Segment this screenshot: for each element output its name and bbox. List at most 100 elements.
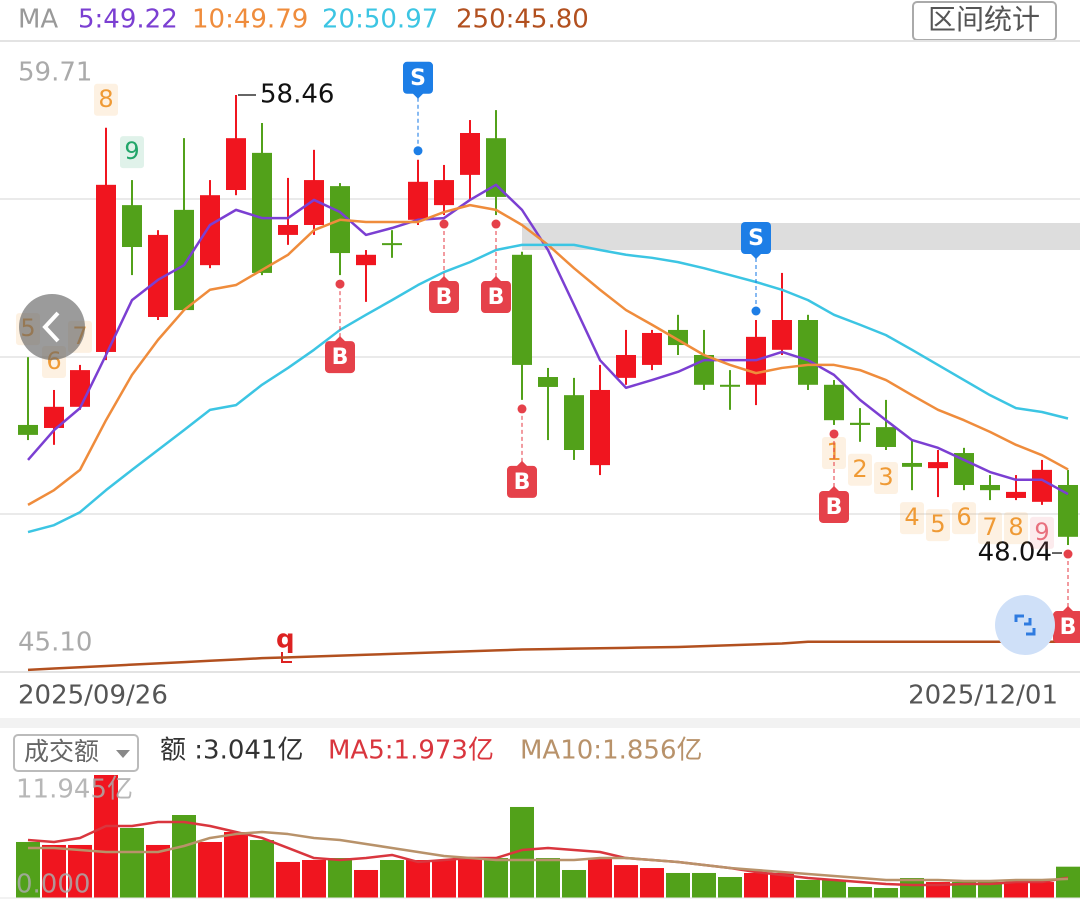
- td-count: 3: [878, 463, 893, 491]
- candle-body: [382, 243, 402, 246]
- candle-body: [460, 132, 480, 175]
- volume-selector[interactable]: [13, 734, 139, 772]
- td-count-bg: [120, 136, 144, 169]
- candle-body: [1058, 484, 1078, 537]
- candle-body: [96, 184, 116, 352]
- td-count: 2: [852, 455, 867, 483]
- signal-badge: [481, 281, 511, 314]
- signal-badge: [325, 341, 355, 374]
- signal-pointer: [1062, 606, 1074, 613]
- signal-label: B: [1060, 615, 1077, 640]
- volume-bar: [718, 876, 742, 898]
- volume-bar: [16, 841, 40, 898]
- volume-bar: [744, 872, 768, 898]
- candle-body: [434, 180, 454, 206]
- ma-line: [27, 640, 1068, 672]
- signal-dot: [829, 429, 839, 439]
- volume-current: 额 :3.041亿: [160, 736, 303, 766]
- signal-label: B: [436, 285, 453, 310]
- candle-body: [1006, 491, 1026, 498]
- candle-body: [278, 224, 298, 235]
- volume-bar: [276, 861, 300, 898]
- td-count: 9: [1034, 518, 1049, 546]
- td-count: 6: [956, 503, 971, 531]
- candle-body: [356, 254, 376, 266]
- volume-bar: [172, 815, 196, 898]
- volume-bar: [796, 879, 820, 898]
- ma-legend: 250:45.80: [456, 5, 589, 35]
- x-tick-label: 2025/09/26: [18, 681, 168, 711]
- signal-pointer: [490, 276, 502, 283]
- signal-dot: [335, 279, 345, 289]
- td-count-bg: [822, 436, 846, 469]
- candle-body: [408, 181, 428, 220]
- candle-body: [772, 320, 792, 350]
- volume-bar: [120, 827, 144, 898]
- volume-bar: [250, 840, 274, 898]
- signal-label: B: [826, 495, 843, 520]
- volume-tick-label: 0.000: [16, 870, 90, 900]
- volume-bar: [302, 860, 326, 898]
- signal-dot: [413, 146, 423, 156]
- volume-bar: [874, 888, 898, 898]
- volume-bar: [640, 868, 664, 898]
- scroll-left-chevron[interactable]: [42, 311, 60, 343]
- volume-bar: [848, 886, 872, 898]
- fullscreen-icon[interactable]: [1014, 614, 1036, 636]
- volume-bar: [68, 844, 92, 898]
- volume-bar: [406, 860, 430, 898]
- td-count-bg: [1030, 516, 1054, 549]
- min-price-label: 48.04: [978, 538, 1052, 568]
- volume-bar: [354, 869, 378, 898]
- ma-prefix: MA: [18, 5, 58, 35]
- td-count-bg: [978, 512, 1002, 545]
- volume-selector-label[interactable]: 成交额: [24, 737, 99, 766]
- candle-body: [798, 320, 818, 385]
- signal-label: S: [748, 226, 764, 251]
- candle-body: [512, 254, 532, 365]
- candle-body: [252, 152, 272, 273]
- signal-pointer: [750, 253, 762, 260]
- signal-label: B: [514, 470, 531, 495]
- max-price-label: 58.46: [260, 79, 334, 109]
- volume-bar: [198, 841, 222, 898]
- candle-body: [538, 377, 558, 387]
- candle-body: [148, 234, 168, 317]
- signal-pointer: [412, 92, 424, 99]
- signal-label: B: [488, 285, 505, 310]
- volume-bar: [952, 882, 976, 898]
- volume-bar: [484, 858, 508, 898]
- signal-dot: [439, 219, 449, 229]
- candle-body: [18, 424, 38, 435]
- candle-body: [44, 406, 64, 428]
- signal-pointer: [828, 485, 840, 492]
- candle-body: [642, 332, 662, 365]
- candle-body: [200, 195, 220, 266]
- volume-ma-legend: MA10:1.856亿: [520, 736, 703, 766]
- candle-body: [1032, 469, 1052, 502]
- volume-bar: [666, 872, 690, 898]
- signal-dot: [517, 404, 527, 414]
- signal-label: S: [410, 66, 426, 91]
- volume-bar: [900, 878, 924, 898]
- signal-pointer: [438, 276, 450, 283]
- range-stats-label[interactable]: 区间统计: [928, 3, 1040, 36]
- td-count-bg: [952, 502, 976, 535]
- event-arrow: [281, 652, 292, 663]
- volume-bar: [146, 844, 170, 898]
- volume-bar: [42, 844, 66, 898]
- ma-legend: 5:49.22: [78, 5, 178, 35]
- candle-body: [616, 354, 636, 378]
- scroll-left-button[interactable]: [19, 294, 85, 360]
- signal-dot: [751, 306, 761, 316]
- candle-body: [486, 138, 506, 197]
- dropdown-arrow[interactable]: [116, 750, 130, 758]
- td-count-bg: [874, 462, 898, 495]
- candle-body: [174, 209, 194, 311]
- candle-body: [564, 395, 584, 451]
- volume-bar: [224, 831, 248, 898]
- volume-bar: [692, 872, 716, 898]
- ma-line: [27, 243, 1069, 534]
